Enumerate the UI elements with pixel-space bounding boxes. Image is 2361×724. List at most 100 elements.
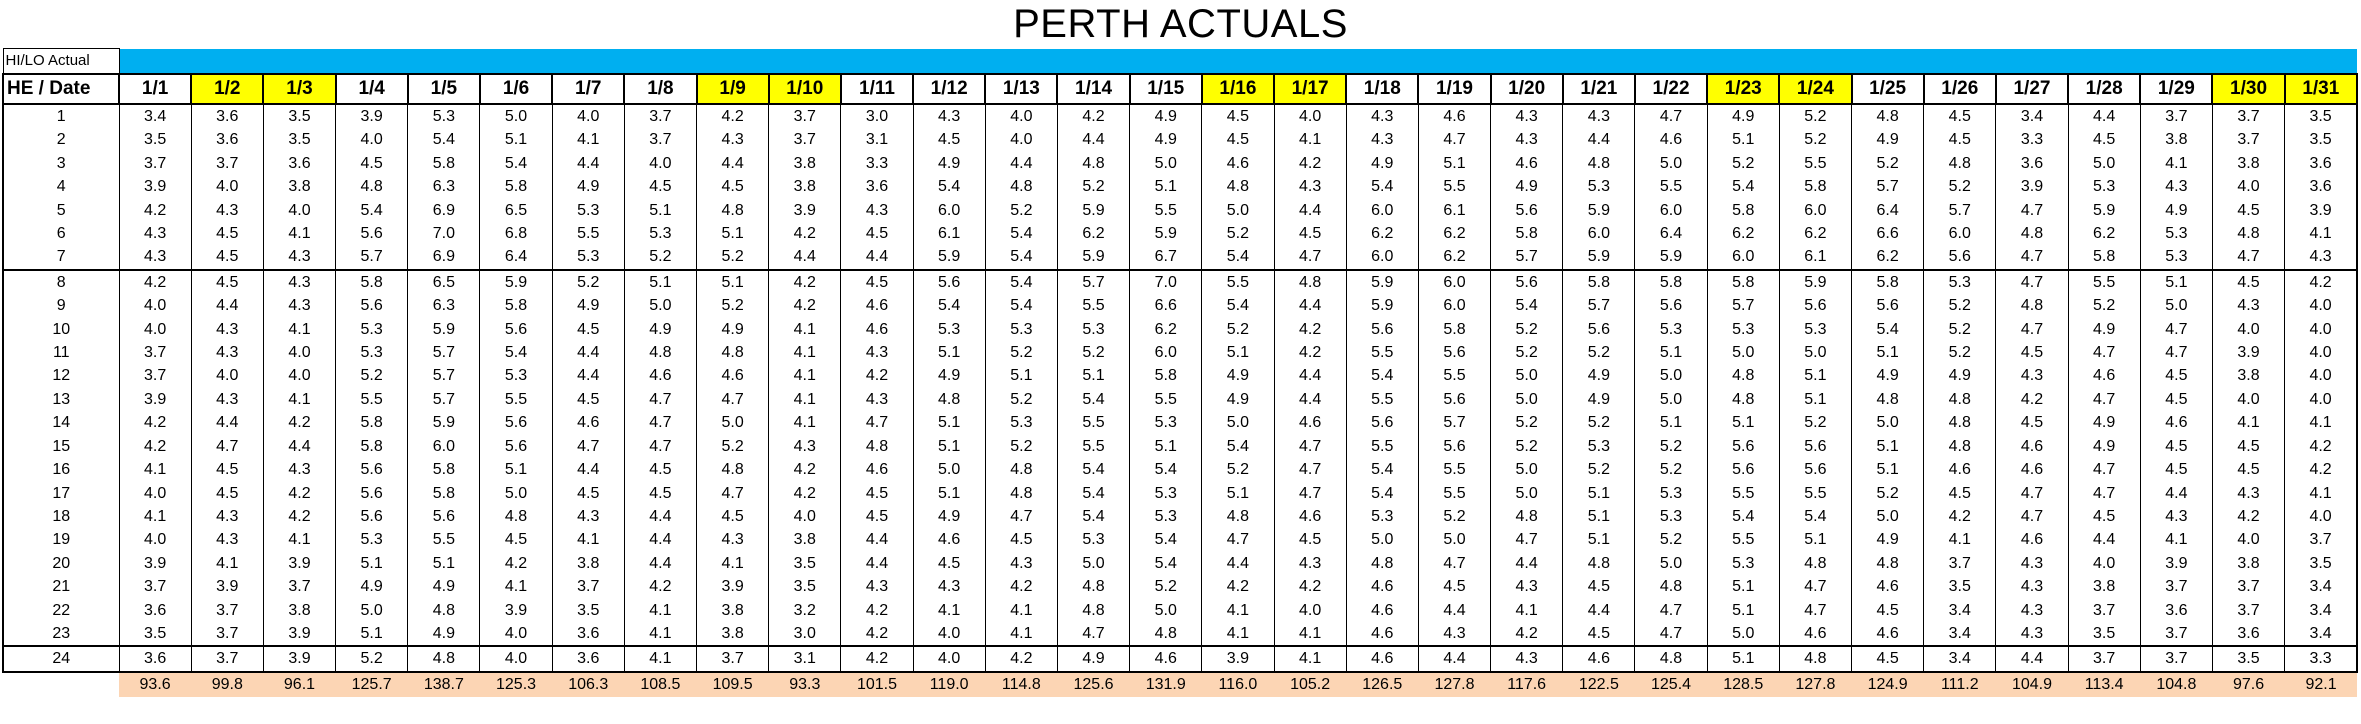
value-cell: 4.5: [2211, 434, 2286, 459]
value-cell: 4.2: [118, 411, 192, 435]
value-cell: 5.0: [1490, 458, 1564, 482]
value-cell: 5.4: [984, 222, 1058, 246]
value-cell: 4.5: [2139, 434, 2213, 459]
value-cell: 5.7: [335, 245, 409, 271]
date-header: 1/30: [2211, 73, 2286, 105]
value-cell: 4.1: [768, 364, 842, 388]
value-cell: 3.9: [1995, 175, 2069, 199]
value-cell: 5.1: [623, 269, 698, 295]
date-header: 1/5: [406, 73, 481, 105]
value-cell: 5.0: [479, 481, 553, 505]
value-cell: 3.7: [190, 621, 264, 648]
value-cell: 3.8: [695, 598, 770, 622]
value-cell: 4.0: [479, 621, 553, 648]
value-cell: 5.1: [1850, 341, 1925, 365]
value-cell: 4.7: [840, 411, 914, 435]
value-cell: 5.6: [1850, 294, 1925, 318]
date-header: 1/22: [1633, 73, 1709, 105]
value-cell: 4.4: [840, 528, 914, 552]
value-cell: 5.3: [984, 411, 1058, 435]
value-cell: 5.2: [1201, 222, 1275, 246]
table-row: 10 4.0 4.3 4.1 5.3 5.9 5.6 4.5 4.9 4.9 4.1 4.6 5.3 5.…: [2, 317, 2359, 342]
value-cell: 4.3: [1490, 646, 1564, 673]
total-cell: 92.1: [2284, 671, 2357, 697]
table-row: 20 3.9 4.1 3.9 5.1 5.1 4.2 3.8 4.4 4.1 3.5 4.4 4.5 4.…: [2, 551, 2359, 576]
value-cell: 3.6: [190, 128, 264, 152]
value-cell: 3.4: [1995, 104, 2069, 129]
value-cell: 4.7: [1417, 128, 1492, 152]
value-cell: 4.8: [1850, 387, 1925, 412]
value-cell: 4.9: [1562, 387, 1636, 412]
value-cell: 4.1: [768, 317, 842, 342]
value-cell: 4.0: [118, 481, 192, 505]
value-cell: 5.4: [1706, 175, 1780, 199]
value-cell: 5.3: [1129, 411, 1203, 435]
value-cell: 5.5: [1778, 151, 1853, 176]
value-cell: 4.5: [190, 269, 264, 295]
value-cell: 4.4: [1995, 646, 2069, 673]
value-cell: 3.7: [2211, 104, 2286, 129]
value-cell: 4.5: [1562, 575, 1636, 599]
value-cell: 4.4: [1562, 598, 1636, 622]
date-header: 1/16: [1200, 73, 1276, 105]
value-cell: 5.6: [479, 411, 553, 435]
value-cell: 4.5: [623, 458, 698, 482]
value-cell: 6.3: [407, 175, 481, 199]
value-cell: 3.6: [118, 646, 192, 673]
value-cell: 4.0: [2211, 175, 2286, 199]
value-cell: 3.9: [118, 387, 192, 412]
value-cell: 5.4: [1706, 504, 1780, 529]
table-row: 1 3.4 3.6 3.5 3.9 5.3 5.0 4.0 3.7 4.2 3.7 3.0 4.3 4.0…: [2, 104, 2359, 129]
hour-ending-cell: 10: [2, 317, 120, 342]
value-cell: 3.5: [2284, 128, 2359, 152]
value-cell: 5.8: [479, 294, 553, 318]
value-cell: 6.7: [1129, 245, 1203, 271]
total-cell: 138.7: [407, 671, 480, 697]
value-cell: 5.2: [1056, 341, 1131, 365]
value-cell: 5.4: [1129, 458, 1203, 482]
value-cell: 4.2: [1273, 151, 1347, 176]
value-cell: 4.5: [1850, 598, 1925, 622]
value-cell: 5.9: [479, 269, 553, 295]
value-cell: 4.0: [190, 175, 264, 199]
value-cell: 4.4: [840, 245, 914, 271]
value-cell: 5.1: [335, 621, 409, 648]
value-cell: 4.6: [1417, 104, 1492, 129]
value-cell: 4.4: [1273, 364, 1347, 388]
value-cell: 3.5: [2067, 621, 2141, 648]
value-cell: 4.6: [2139, 411, 2213, 435]
value-cell: 5.8: [335, 434, 409, 459]
value-cell: 5.9: [1778, 269, 1853, 295]
date-header: 1/24: [1778, 73, 1853, 105]
value-cell: 5.0: [1706, 341, 1780, 365]
value-cell: 5.2: [551, 269, 625, 295]
value-cell: 5.8: [1778, 175, 1853, 199]
value-cell: 3.4: [1923, 598, 1997, 622]
date-header: 1/27: [1994, 73, 2070, 105]
value-cell: 3.6: [118, 598, 192, 622]
hilo-label: HI/LO Actual: [2, 48, 120, 75]
value-cell: 4.3: [262, 458, 337, 482]
table-row: 21 3.7 3.9 3.7 4.9 4.9 4.1 3.7 4.2 3.9 3.5 4.3 4.3 4.…: [2, 575, 2359, 599]
value-cell: 4.8: [1345, 551, 1419, 576]
value-cell: 4.6: [1850, 621, 1925, 648]
value-cell: 5.3: [1056, 317, 1131, 342]
value-cell: 4.1: [118, 458, 192, 482]
value-cell: 4.1: [118, 504, 192, 529]
value-cell: 6.2: [1850, 245, 1925, 271]
value-cell: 5.7: [1490, 245, 1564, 271]
value-cell: 5.1: [695, 222, 770, 246]
value-cell: 5.4: [984, 294, 1058, 318]
value-cell: 4.5: [1562, 621, 1636, 648]
value-cell: 4.3: [768, 434, 842, 459]
value-cell: 5.2: [1634, 528, 1708, 552]
date-header: 1/1: [117, 73, 193, 105]
value-cell: 3.7: [2211, 598, 2286, 622]
value-cell: 4.6: [1273, 411, 1347, 435]
hour-ending-cell: 24: [2, 646, 120, 673]
value-cell: 5.2: [623, 245, 698, 271]
table-row: 2 3.5 3.6 3.5 4.0 5.4 5.1 4.1 3.7 4.3 3.7 3.1 4.5 4.0…: [2, 128, 2359, 152]
date-header: 1/7: [551, 73, 626, 105]
value-cell: 4.4: [840, 551, 914, 576]
value-cell: 4.8: [1129, 621, 1203, 648]
